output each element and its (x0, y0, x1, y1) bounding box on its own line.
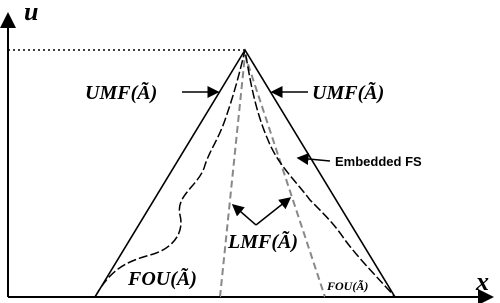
fou-label: FOU(Ã) (127, 267, 197, 290)
fou-label: FOU(Ã) (326, 279, 368, 293)
embedded-label: Embedded FS (335, 154, 422, 169)
umf-label: UMF(Ã) (312, 81, 384, 104)
embedded-fs (94, 49, 396, 298)
arrow (231, 204, 257, 226)
lmf-label: LMF(Ã) (227, 230, 298, 253)
lmf (219, 54, 326, 298)
arrow (296, 153, 331, 165)
y-axis-label: u (24, 0, 38, 26)
umf-label: UMF(Ã) (85, 81, 157, 104)
arrow (255, 197, 292, 226)
x-axis-label: x (475, 267, 489, 296)
